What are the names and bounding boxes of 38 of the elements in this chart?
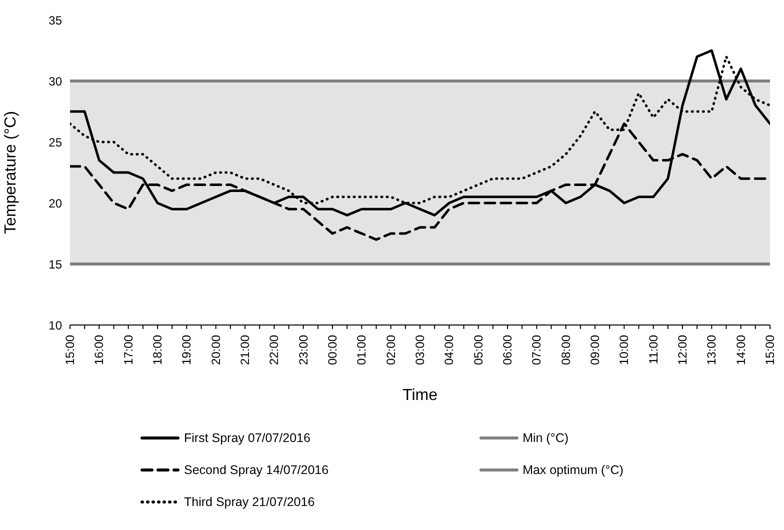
y-tick-label: 10 [48, 318, 62, 332]
x-tick-label: 10:00 [617, 334, 632, 366]
x-tick-label: 09:00 [588, 334, 602, 366]
y-tick-label: 15 [48, 257, 62, 272]
x-tick-label: 04:00 [442, 334, 456, 366]
x-tick-label: 19:00 [180, 334, 194, 366]
x-tick-label: 23:00 [296, 334, 310, 366]
x-tick-label: 08:00 [558, 334, 573, 366]
x-tick-label: 02:00 [384, 334, 398, 366]
x-tick-label: 17:00 [121, 334, 136, 366]
x-tick-label: 16:00 [92, 334, 106, 366]
y-tick-label: 30 [48, 74, 62, 88]
y-tick-label: 35 [48, 13, 62, 28]
x-tick-label: 05:00 [471, 334, 486, 366]
legend-label: Second Spray 14/07/2016 [184, 463, 329, 477]
legend-label: First Spray 07/07/2016 [184, 431, 310, 445]
y-tick-label: 25 [48, 135, 62, 150]
x-tick-label: 07:00 [530, 334, 544, 366]
x-tick-label: 18:00 [150, 334, 164, 366]
x-tick-label: 22:00 [267, 334, 282, 366]
x-axis-title: Time [402, 387, 438, 404]
y-axis-title: Temperature (°C) [2, 111, 20, 234]
x-tick-label: 12:00 [676, 334, 690, 366]
x-tick-label: 15:00 [763, 334, 777, 366]
x-tick-label: 01:00 [354, 334, 369, 366]
x-tick-label: 03:00 [413, 334, 427, 366]
x-tick-label: 15:00 [63, 334, 77, 366]
legend-label: Max optimum (°C) [522, 463, 624, 477]
x-tick-label: 14:00 [734, 334, 748, 366]
x-tick-label: 21:00 [238, 334, 252, 366]
x-tick-label: 11:00 [646, 334, 660, 364]
x-tick-label: 06:00 [500, 334, 514, 366]
x-tick-label: 20:00 [208, 334, 223, 366]
x-tick-label: 13:00 [704, 334, 719, 366]
x-tick-label: 00:00 [326, 334, 340, 366]
legend-label: Third Spray 21/07/2016 [184, 495, 315, 509]
y-tick-label: 20 [48, 196, 62, 210]
legend-label: Min (°C) [522, 431, 569, 445]
